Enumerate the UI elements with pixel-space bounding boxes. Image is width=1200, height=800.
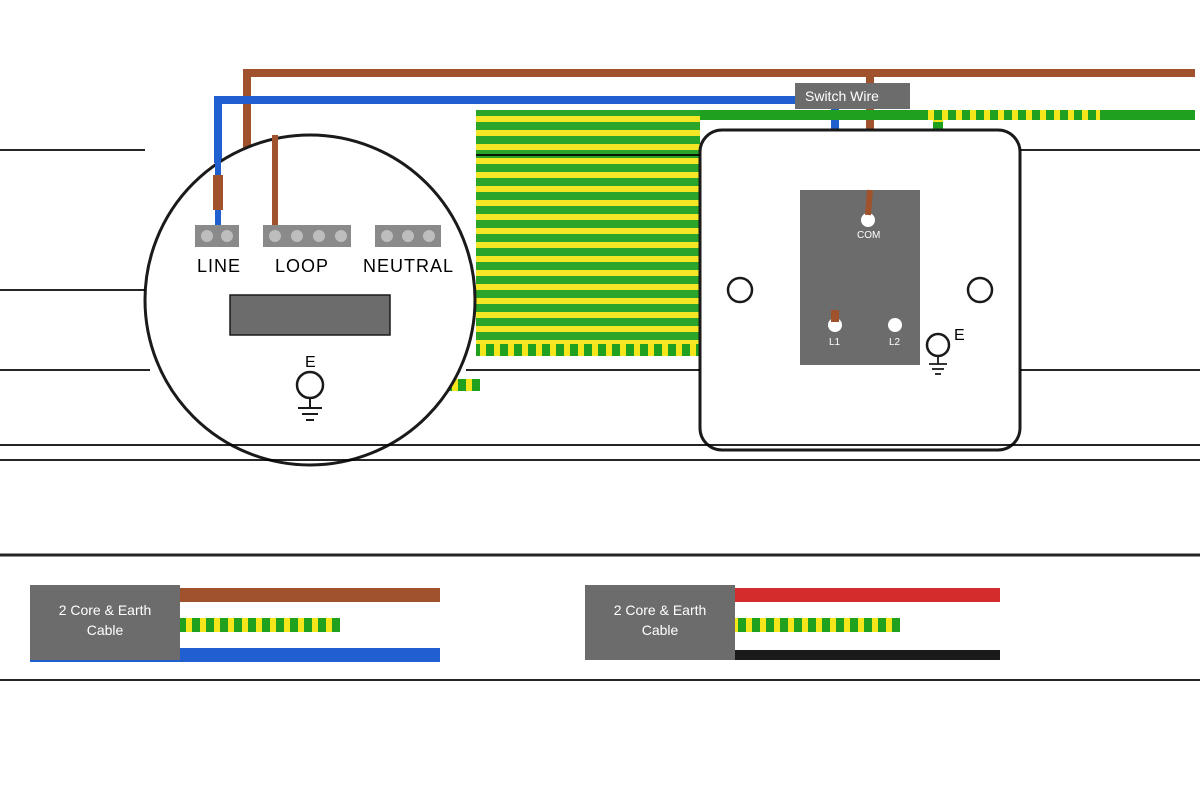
legend: 2 Core & Earth Cable 2 Core & Earth Cabl… <box>30 585 1000 660</box>
rose-center-bar <box>230 295 390 335</box>
legend-right: 2 Core & Earth Cable <box>585 585 1000 660</box>
switch-wire-label-box: Switch Wire <box>795 83 910 109</box>
screw-left <box>728 278 752 302</box>
terminal-line <box>195 225 239 247</box>
label-switch-earth: E <box>954 327 965 344</box>
label-loop: LOOP <box>275 256 329 276</box>
screw-right <box>968 278 992 302</box>
legend-right-line1: 2 Core & Earth <box>614 602 707 618</box>
ceiling-rose: LINE LOOP NEUTRAL E <box>145 135 475 465</box>
label-com: COM <box>857 230 880 241</box>
label-line: LINE <box>197 256 241 276</box>
switch-module <box>800 190 920 365</box>
terminal-neutral <box>375 225 441 247</box>
label-rose-earth: E <box>305 354 316 371</box>
terminal-com <box>861 213 875 227</box>
switch-wire-text: Switch Wire <box>805 88 879 104</box>
label-neutral: NEUTRAL <box>363 256 454 276</box>
label-l1: L1 <box>829 337 841 348</box>
terminal-loop <box>263 225 351 247</box>
light-switch: COM L1 L2 E <box>700 130 1020 450</box>
legend-left-line1: 2 Core & Earth <box>59 602 152 618</box>
legend-left-line2: Cable <box>87 622 124 638</box>
wire-into-com <box>868 190 870 215</box>
legend-right-line2: Cable <box>642 622 679 638</box>
rose-blue-sleeve <box>213 175 223 210</box>
legend-left: 2 Core & Earth Cable <box>30 585 440 660</box>
switch-earth-ring <box>927 334 949 356</box>
rose-earth-ring <box>297 372 323 398</box>
terminal-l2 <box>888 318 902 332</box>
earth-bundle-block <box>476 110 700 350</box>
label-l2: L2 <box>889 337 901 348</box>
